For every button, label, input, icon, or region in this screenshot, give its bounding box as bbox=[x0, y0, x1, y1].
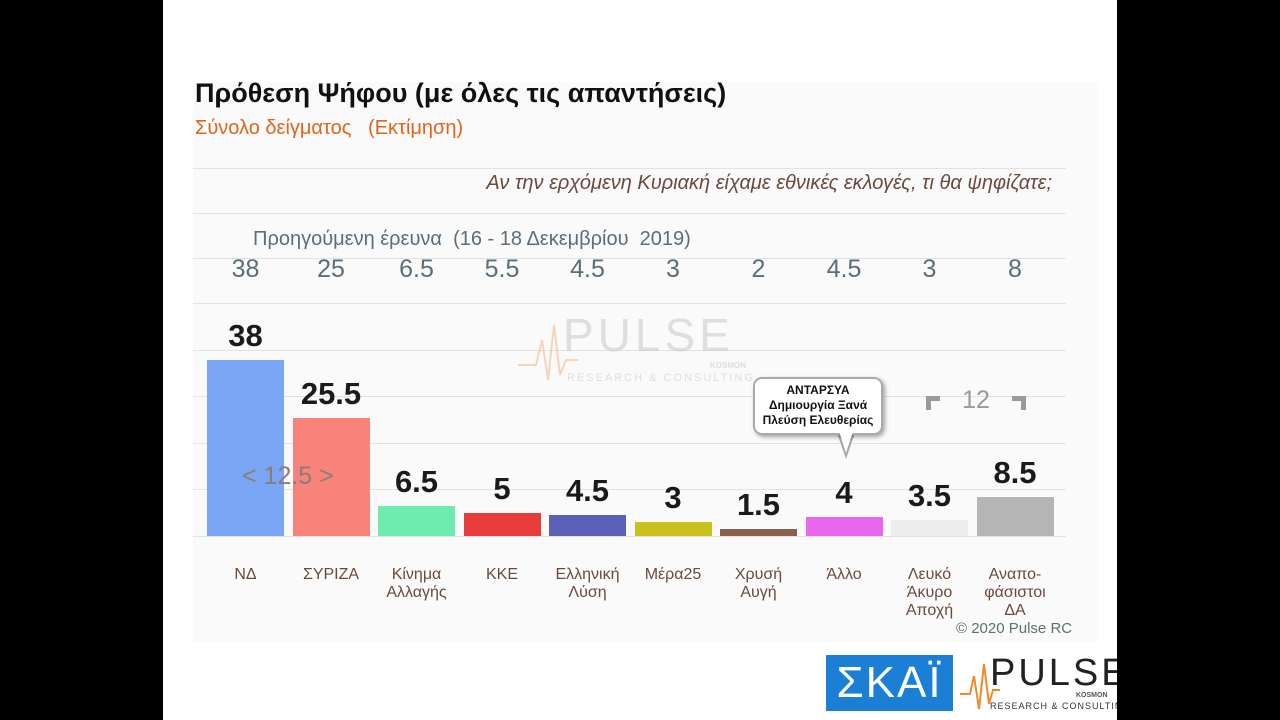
bar bbox=[976, 496, 1054, 536]
category-label-line: φάσιστοι bbox=[984, 584, 1046, 601]
gridline bbox=[193, 350, 1066, 351]
pulse-logo-name: PULSE bbox=[990, 652, 1117, 694]
pulse-logo: PULSE KOSMON RESEARCH & CONSULTING bbox=[960, 652, 1117, 714]
bar-value-label: 3 bbox=[664, 480, 682, 516]
previous-value-label: 3 bbox=[922, 255, 937, 283]
skai-logo: ΣΚΑΪ bbox=[826, 655, 953, 711]
category-label-line: ΣΥΡΙΖΑ bbox=[302, 566, 360, 583]
bracket-undecided: 12 bbox=[926, 386, 1026, 416]
previous-value-label: 2 bbox=[751, 255, 766, 283]
category-label: Κίνημα Αλλαγής bbox=[372, 566, 462, 602]
category-label-line: ΚΚΕ bbox=[485, 566, 518, 583]
pulse-logo-wave-icon bbox=[960, 663, 1000, 710]
gridline bbox=[193, 213, 1066, 214]
category-label-line: Κίνημα bbox=[391, 566, 442, 583]
category-label: Χρυσή Αυγή bbox=[714, 566, 804, 602]
bar bbox=[463, 512, 541, 536]
pulse-logo-tagline: RESEARCH & CONSULTING bbox=[990, 701, 1117, 711]
previous-survey-label: Προηγούμενη έρευνα (16 - 18 Δεκεμβρίου 2… bbox=[253, 228, 691, 250]
category-label-line: Αποχή bbox=[905, 602, 954, 619]
previous-value-label: 3 bbox=[666, 255, 680, 283]
previous-value-label: 4.5 bbox=[826, 255, 862, 283]
category-label-line: Αναπο- bbox=[988, 566, 1042, 583]
watermark-name: PULSE bbox=[563, 309, 734, 361]
bar bbox=[891, 519, 968, 536]
bracket-value: 12 bbox=[962, 386, 990, 414]
pulse-wave-icon bbox=[518, 324, 578, 381]
gridline bbox=[193, 168, 1066, 169]
category-label: ΣΥΡΙΖΑ bbox=[286, 566, 376, 584]
bracket-right-corner bbox=[1012, 396, 1026, 410]
bar bbox=[207, 360, 284, 536]
category-label-line: Αυγή bbox=[740, 584, 777, 601]
category-label-line: Μέρα25 bbox=[644, 566, 702, 583]
previous-value-label: 38 bbox=[231, 255, 260, 283]
callout-other-parties: ΑΝΤΑΡΣΥΑ Δημιουργία Ξανά Πλεύση Ελευθερί… bbox=[753, 377, 883, 435]
category-label-line: Άλλο bbox=[826, 566, 862, 583]
gridline bbox=[193, 303, 1066, 304]
gridline bbox=[193, 396, 1066, 397]
bar-value-label: 25.5 bbox=[300, 375, 362, 411]
survey-question: Αν την ερχόμενη Κυριακή είχαμε εθνικές ε… bbox=[486, 172, 1052, 194]
callout-tail-inner bbox=[839, 431, 853, 453]
previous-value-label: 6.5 bbox=[399, 255, 434, 283]
category-label: Μέρα25 bbox=[628, 566, 718, 584]
callout-line-1: ΑΝΤΑΡΣΥΑ bbox=[786, 383, 850, 397]
watermark-tagline: RESEARCH & CONSULTING bbox=[567, 372, 755, 384]
bar bbox=[549, 515, 626, 536]
previous-value-label: 4.5 bbox=[570, 255, 605, 283]
category-label-line: Άκυρο bbox=[906, 584, 953, 601]
bar bbox=[720, 529, 797, 536]
gridline bbox=[193, 536, 1066, 537]
category-label-line: ΝΔ bbox=[234, 566, 257, 583]
bar bbox=[805, 517, 883, 536]
watermark-partner: KOSMON bbox=[710, 361, 746, 370]
copyright: © 2020 Pulse RC bbox=[956, 620, 1073, 637]
pulse-watermark: PULSE KOSMON RESEARCH & CONSULTING bbox=[518, 308, 753, 388]
category-label: ΝΔ bbox=[201, 566, 291, 584]
callout-line-3: Πλεύση Ελευθερίας bbox=[762, 413, 874, 427]
bracket-left-corner bbox=[926, 396, 940, 410]
pulse-logo-partner: KOSMON bbox=[1076, 692, 1108, 699]
gridline bbox=[193, 258, 1066, 259]
bar-value-label: 1.5 bbox=[736, 487, 781, 523]
bar bbox=[378, 505, 455, 536]
chart-subtitle: Σύνολο δείγματος (Εκτίμηση) bbox=[195, 117, 464, 139]
bar-value-label: 5 bbox=[493, 470, 511, 506]
category-label-line: Αλλαγής bbox=[386, 584, 447, 601]
category-label: Ελληνική Λύση bbox=[543, 566, 633, 602]
category-label-line: Λευκό bbox=[907, 566, 952, 583]
category-label-line: Χρυσή bbox=[734, 566, 783, 583]
category-label: Άλλο bbox=[799, 566, 889, 584]
category-label: ΚΚΕ bbox=[457, 566, 547, 584]
bar-value-label: 8.5 bbox=[993, 454, 1037, 490]
bar-value-label: 6.5 bbox=[394, 463, 439, 499]
category-label: Αναπο-φάσιστοι ΔΑ bbox=[970, 566, 1060, 620]
bar-value-label: 38 bbox=[228, 318, 263, 354]
previous-value-label: 8 bbox=[1008, 255, 1022, 283]
category-label: Λευκό Άκυρο Αποχή bbox=[885, 566, 975, 620]
bar-value-label: 4 bbox=[835, 475, 853, 511]
category-label-line: Ελληνική bbox=[555, 566, 620, 583]
gridline bbox=[193, 489, 1066, 490]
plot-background bbox=[193, 82, 1098, 642]
bar-value-label: 3.5 bbox=[907, 477, 952, 513]
slide: Πρόθεση Ψήφου (με όλες τις απαντήσεις) Σ… bbox=[163, 0, 1117, 720]
gap-label-nd-syriza: < 12.5 > bbox=[242, 462, 334, 490]
bar-value-label: 4.5 bbox=[565, 473, 610, 509]
bar bbox=[292, 417, 370, 536]
category-label-line: ΔΑ bbox=[1004, 602, 1026, 619]
gridline bbox=[193, 443, 1066, 444]
bar bbox=[634, 522, 712, 536]
callout-line-2: Δημιουργία Ξανά bbox=[768, 398, 868, 412]
chart-title: Πρόθεση Ψήφου (με όλες τις απαντήσεις) bbox=[195, 78, 727, 108]
previous-value-label: 25 bbox=[317, 255, 345, 283]
previous-value-label: 5.5 bbox=[484, 255, 520, 283]
category-label-line: Λύση bbox=[568, 584, 607, 601]
